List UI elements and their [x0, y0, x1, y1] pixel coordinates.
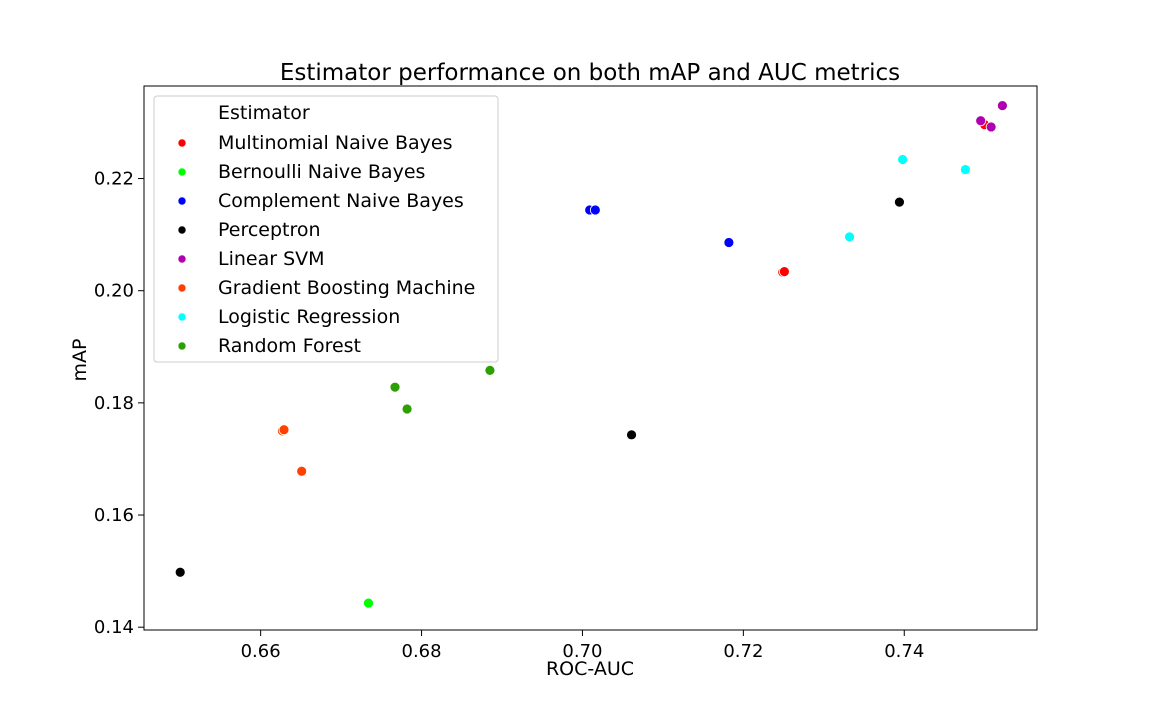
- data-point: [484, 364, 496, 376]
- legend-marker: [177, 254, 187, 264]
- legend-marker: [177, 341, 187, 351]
- y-tick-label: 0.22: [94, 169, 134, 190]
- legend-entry-label: Perceptron: [218, 219, 321, 241]
- x-tick-label: 0.68: [402, 641, 442, 662]
- data-point: [894, 196, 905, 208]
- legend-entry-label: Random Forest: [218, 335, 361, 357]
- y-tick-label: 0.18: [94, 393, 134, 414]
- y-axis-ticks: 0.14 0.16 0.18 0.20 0.22: [94, 169, 144, 638]
- data-point: [296, 465, 308, 477]
- data-point: [985, 121, 997, 133]
- x-tick-label: 0.70: [562, 641, 602, 662]
- data-points: [174, 100, 1008, 609]
- data-point: [975, 115, 987, 127]
- data-point: [997, 100, 1008, 112]
- y-tick-label: 0.20: [94, 281, 134, 302]
- legend-marker: [177, 138, 187, 148]
- plot-frame: [143, 85, 1038, 631]
- x-axis-label: ROC-AUC: [546, 658, 634, 680]
- data-point: [589, 204, 601, 216]
- data-point: [278, 424, 290, 436]
- data-point: [959, 164, 971, 175]
- plot-area: [143, 85, 1038, 631]
- data-point: [363, 597, 374, 609]
- legend-marker: [177, 167, 187, 177]
- data-point: [174, 566, 186, 578]
- data-point: [844, 231, 855, 243]
- legend-marker: [177, 225, 187, 235]
- data-point: [401, 403, 413, 415]
- x-axis-ticks: 0.66 0.68 0.70 0.72 0.74: [241, 630, 924, 662]
- legend: Estimator Multinomial Naive Bayes Bernoul…: [153, 95, 499, 363]
- legend-marker: [177, 196, 187, 206]
- x-tick-label: 0.72: [723, 641, 763, 662]
- legend-entry-label: Bernoulli Naive Bayes: [218, 161, 425, 183]
- x-tick-label: 0.74: [884, 641, 924, 662]
- data-point: [723, 237, 735, 248]
- chart-title: Estimator performance on both mAP and AU…: [280, 60, 900, 86]
- data-point: [778, 266, 790, 278]
- data-point: [389, 381, 401, 393]
- x-tick-label: 0.66: [241, 641, 281, 662]
- data-point: [626, 429, 637, 441]
- y-tick-label: 0.14: [94, 617, 134, 638]
- legend-entry-label: Linear SVM: [218, 248, 325, 270]
- legend-entry-label: Multinomial Naive Bayes: [218, 132, 452, 154]
- legend-title: Estimator: [218, 102, 310, 124]
- legend-box: [153, 95, 499, 363]
- legend-marker: [177, 312, 187, 322]
- legend-marker: [177, 283, 187, 293]
- legend-entry-label: Logistic Regression: [218, 306, 400, 328]
- legend-entry-label: Complement Naive Bayes: [218, 190, 464, 212]
- y-axis-label: mAP: [69, 339, 91, 382]
- data-point: [897, 154, 909, 165]
- legend-entry-label: Gradient Boosting Machine: [218, 277, 475, 299]
- y-tick-label: 0.16: [94, 505, 134, 526]
